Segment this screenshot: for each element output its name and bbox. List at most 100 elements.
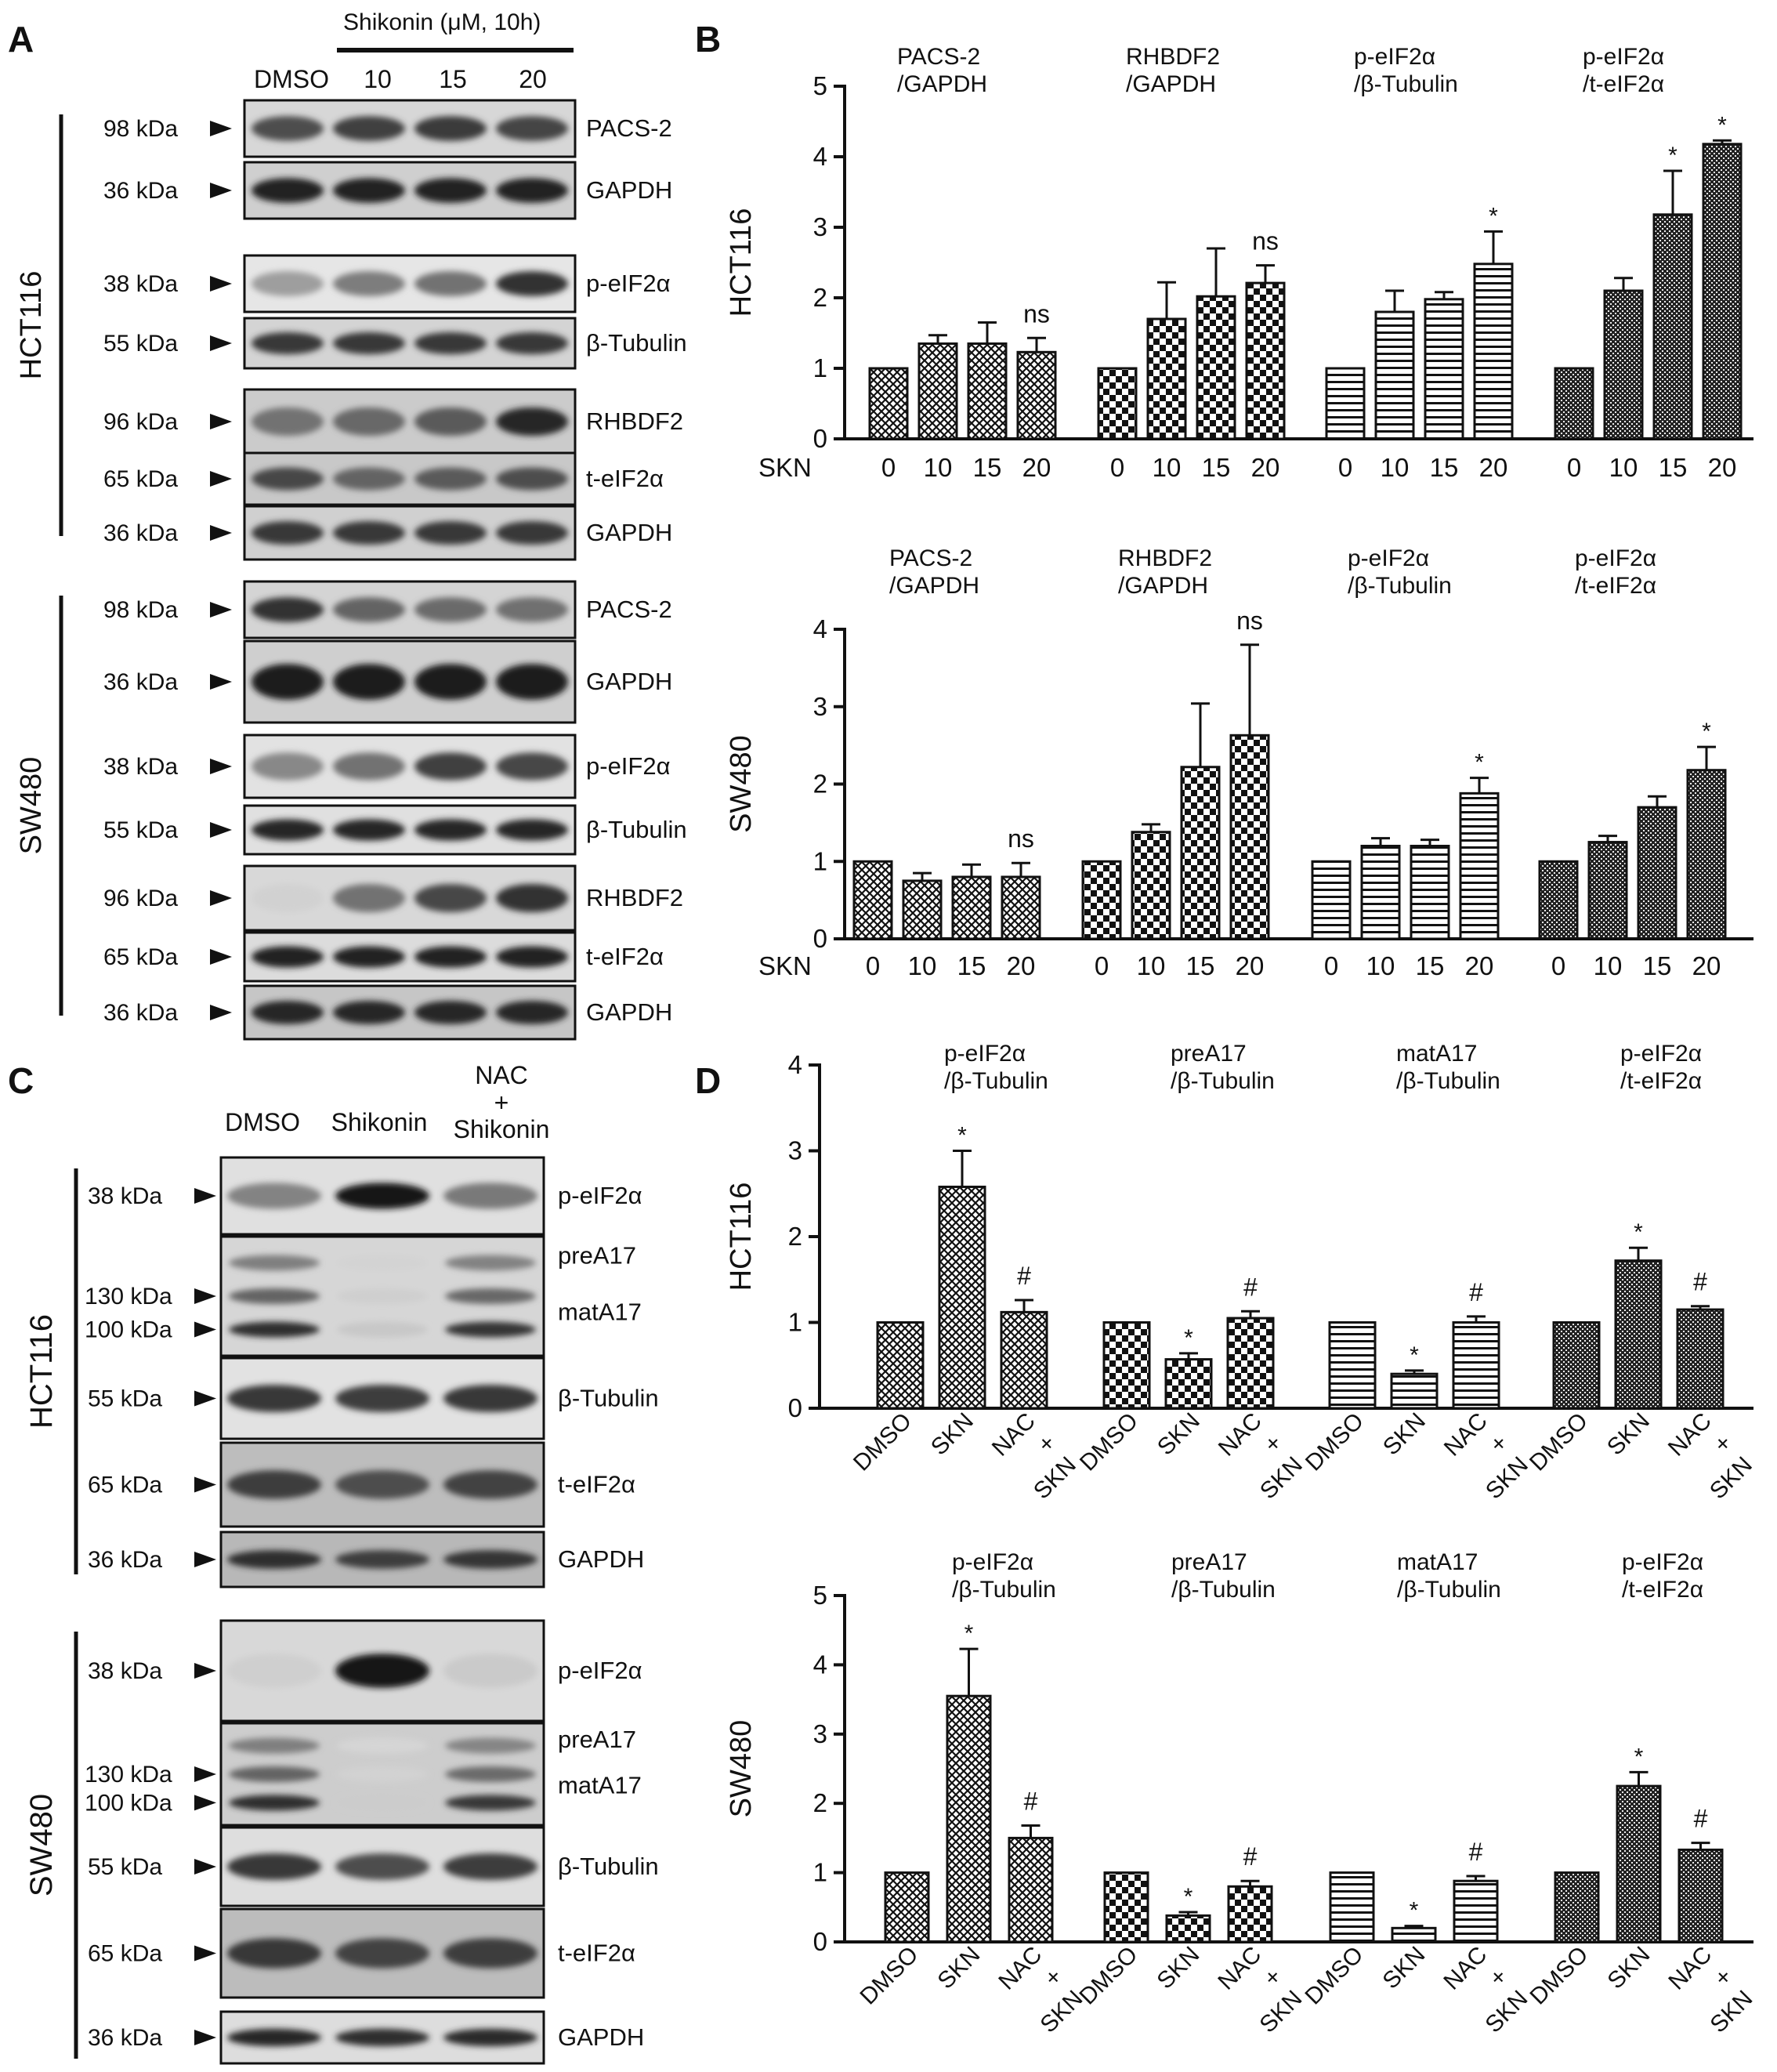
group-title: /GAPDH [1118, 573, 1208, 599]
protein-band [496, 819, 568, 841]
protein-band [443, 1183, 537, 1209]
protein-band [252, 664, 324, 700]
bar [1000, 1310, 1048, 1410]
protein-band [414, 597, 487, 622]
bar [1391, 1926, 1437, 1943]
x-tick-label: 15 [973, 453, 1002, 482]
protein-band [443, 1384, 537, 1413]
significance-mark: # [1017, 1262, 1031, 1290]
x-tick-label: DMSO [855, 1942, 923, 2010]
protein-band [252, 1001, 324, 1024]
cell-line-label: HCT116 [24, 1314, 59, 1429]
x-tick-label: NAC [1439, 1408, 1493, 1462]
protein-band [335, 1470, 429, 1499]
cell-line-label: SW480 [24, 1794, 59, 1896]
bar [1652, 213, 1693, 440]
protein-band [496, 467, 568, 491]
band-arrow-icon [210, 335, 232, 351]
protein-band [333, 116, 405, 141]
protein-band [227, 1853, 321, 1880]
band-arrow-icon [194, 1188, 216, 1204]
significance-mark: * [1717, 112, 1727, 138]
bar [1180, 766, 1221, 940]
kda-marker: 36 kDa [103, 520, 178, 546]
kda-marker: 55 kDa [103, 331, 178, 357]
protein-band [227, 1654, 321, 1688]
significance-mark: * [1668, 143, 1677, 168]
protein-band [414, 407, 487, 436]
kda-marker: 36 kDa [103, 669, 178, 695]
bar [1226, 1317, 1275, 1410]
x-tick-label: SKN [1705, 1452, 1757, 1505]
kda-marker: 100 kDa [85, 1317, 172, 1343]
group-title: /β-Tubulin [1171, 1068, 1275, 1094]
y-tick-label: 3 [788, 1136, 802, 1165]
significance-mark: # [1469, 1278, 1483, 1306]
x-tick-label: DMSO [1525, 1408, 1593, 1476]
protein-band [333, 1001, 405, 1024]
bar [946, 1694, 992, 1943]
significance-mark: * [1489, 203, 1498, 229]
kda-marker: 65 kDa [88, 1941, 162, 1967]
chart-d-hct116: 0 1 2 3 4 HCT116 p-eIF2α/β-Tubulin DMSO * SKN # NAC… [725, 1041, 1757, 1505]
protein-band [335, 1183, 429, 1209]
bar [1097, 367, 1138, 440]
group-title: /β-Tubulin [952, 1577, 1056, 1603]
kda-marker: 65 kDa [103, 466, 178, 492]
band-arrow-icon [194, 1859, 216, 1875]
protein-band [229, 1321, 320, 1338]
y-tick-label: 0 [813, 924, 827, 953]
y-tick-label: 2 [813, 770, 827, 799]
bar [1081, 860, 1122, 940]
significance-mark: * [1184, 1325, 1193, 1351]
panel-label-b: B [695, 19, 721, 60]
bar [1329, 1871, 1375, 1943]
kda-marker: 65 kDa [88, 1472, 162, 1498]
kda-marker: 65 kDa [103, 944, 178, 970]
protein-band [333, 178, 405, 203]
group-title: RHBDF2 [1118, 545, 1212, 571]
kda-marker: 130 kDa [85, 1284, 172, 1309]
group-title: /β-Tubulin [1348, 573, 1452, 599]
significance-mark: ns [1008, 824, 1034, 853]
lane-label: 15 [439, 65, 467, 93]
lane-label: + [494, 1089, 509, 1117]
x-prefix-label: SKN [758, 453, 812, 482]
protein-band [227, 1938, 321, 1969]
significance-mark: # [1243, 1273, 1258, 1301]
x-tick-label: 10 [1153, 453, 1182, 482]
protein-band [414, 331, 487, 355]
significance-mark: * [1410, 1898, 1419, 1924]
group-title: /t-eIF2α [1583, 71, 1664, 97]
lane-label: DMSO [225, 1108, 300, 1136]
protein-band [252, 116, 324, 141]
protein-band [229, 1288, 320, 1304]
x-tick-label: 10 [924, 453, 953, 482]
bar [917, 342, 958, 440]
x-tick-label: + [1040, 1964, 1068, 1992]
x-tick-label: NAC [1214, 1408, 1267, 1462]
x-tick-label: 0 [1095, 951, 1109, 980]
significance-mark: * [957, 1123, 967, 1149]
band-arrow-icon [210, 414, 232, 429]
protein-label: p-eIF2α [586, 752, 671, 780]
x-tick-label: NAC [1439, 1942, 1492, 1995]
bar [1328, 1321, 1377, 1410]
bar [1131, 831, 1171, 940]
x-tick-label: DMSO [1525, 1942, 1593, 2010]
x-tick-label: 0 [1551, 951, 1565, 980]
kda-marker: 36 kDa [103, 178, 178, 204]
protein-label: t-eIF2α [558, 1471, 635, 1498]
x-tick-label: NAC [1213, 1942, 1266, 1995]
lane-label: NAC [475, 1061, 528, 1089]
panel-label-a: A [8, 19, 34, 60]
group-title: /GAPDH [1126, 71, 1216, 97]
protein-band [337, 1737, 428, 1754]
panel-label-d: D [695, 1060, 721, 1101]
band-arrow-icon [194, 1795, 216, 1811]
protein-band [496, 521, 568, 545]
x-tick-label: SKN [1153, 1408, 1205, 1461]
band-arrow-icon [194, 1476, 216, 1493]
protein-band [337, 1795, 428, 1811]
y-tick-label: 2 [788, 1222, 802, 1251]
